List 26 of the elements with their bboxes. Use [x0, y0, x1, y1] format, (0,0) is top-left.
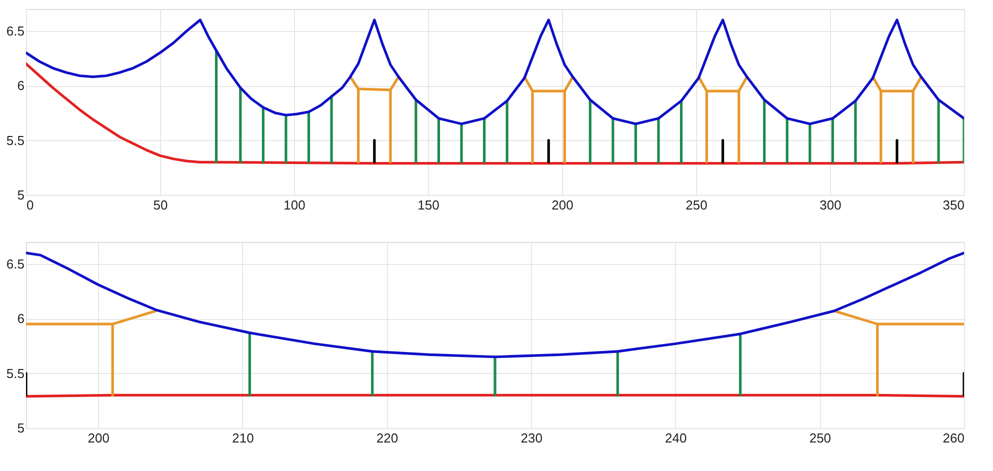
x-tick-label: 300	[820, 198, 842, 212]
x-tick-label: 240	[665, 430, 687, 446]
x-tick-label: 100	[284, 198, 306, 212]
x-tick-label: 220	[376, 430, 398, 446]
line-series	[26, 62, 964, 165]
x-tick-label: 250	[809, 430, 832, 446]
y-tick-label: 5	[17, 188, 24, 202]
x-tick-label: 50	[153, 198, 168, 212]
x-tick-label: 200	[552, 198, 574, 212]
y-tick-label: 6	[17, 78, 24, 94]
x-tick-label: 210	[232, 430, 254, 446]
y-tick-label: 6.5	[6, 23, 24, 38]
y-tick-label: 5.5	[6, 366, 24, 381]
y-tick-label: 5.5	[6, 132, 24, 148]
y-tick-label: 6.5	[6, 256, 24, 272]
x-tick-label: 150	[418, 198, 440, 212]
x-tick-label: 0	[26, 198, 34, 212]
line-series	[26, 252, 964, 358]
x-tick-label: 200	[88, 430, 110, 446]
x-tick-label: 260	[942, 430, 964, 446]
line-series	[26, 18, 964, 126]
x-tick-label: 350	[942, 198, 964, 212]
x-tick-label: 250	[686, 198, 708, 212]
x-tick-label: 230	[520, 430, 542, 446]
y-tick-label: 6	[17, 311, 24, 326]
y-tick-label: 5	[17, 420, 24, 436]
